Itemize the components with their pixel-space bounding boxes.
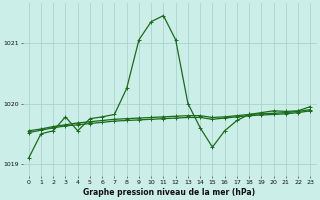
X-axis label: Graphe pression niveau de la mer (hPa): Graphe pression niveau de la mer (hPa) bbox=[84, 188, 256, 197]
